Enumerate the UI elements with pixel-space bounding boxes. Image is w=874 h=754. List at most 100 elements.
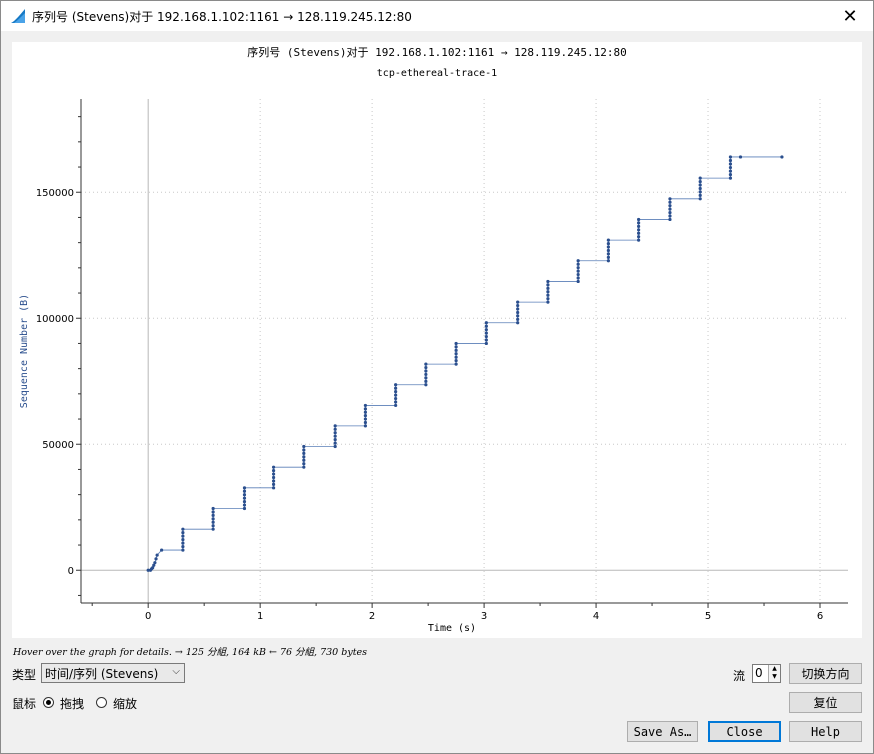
data-point — [606, 255, 610, 259]
drag-radio-label[interactable]: 拖拽 — [60, 697, 85, 711]
data-point — [154, 557, 158, 561]
chart-title: 序列号 (Stevens)对于 192.168.1.102:1161 → 128… — [247, 45, 627, 59]
data-point — [424, 383, 428, 387]
data-point — [546, 290, 550, 294]
data-point — [181, 548, 185, 552]
data-point — [516, 314, 520, 318]
data-point — [394, 383, 398, 387]
data-point — [242, 503, 247, 507]
data-point — [271, 479, 276, 483]
zoom-radio[interactable] — [96, 697, 107, 708]
data-point — [394, 393, 398, 397]
data-series — [146, 155, 784, 572]
data-point — [454, 359, 458, 363]
hover-hint: Hover over the graph for details. → 125 … — [13, 647, 368, 658]
data-point — [576, 269, 580, 273]
x-tick-label: 6 — [817, 611, 823, 622]
data-point — [576, 276, 580, 280]
data-point — [606, 259, 610, 263]
x-tick-label: 3 — [481, 611, 487, 622]
zoom-radio-label[interactable]: 缩放 — [113, 697, 138, 711]
data-point — [363, 420, 368, 425]
data-point — [606, 245, 610, 249]
data-point — [454, 362, 458, 366]
data-point — [516, 310, 520, 315]
x-tick-label: 2 — [369, 611, 375, 622]
drag-radio[interactable] — [43, 697, 54, 708]
data-point — [728, 158, 733, 163]
data-point — [242, 496, 247, 500]
data-point — [424, 369, 428, 373]
graph-type-value: 时间/序列 (Stevens) — [45, 666, 159, 681]
close-window-icon[interactable]: ✕ — [842, 5, 858, 27]
data-point — [637, 235, 641, 239]
spin-arrows[interactable]: ▲ ▼ — [768, 665, 780, 682]
data-point — [424, 379, 428, 383]
mouse-label: 鼠标 — [12, 697, 37, 711]
y-tick-label: 0 — [68, 566, 74, 577]
data-point — [576, 262, 580, 266]
data-point — [363, 414, 368, 418]
switch-direction-button[interactable]: 切换方向 — [789, 663, 862, 684]
data-point — [668, 207, 672, 211]
data-point — [484, 334, 488, 339]
title-bar: 序列号 (Stevens)对于 192.168.1.102:1161 → 128… — [1, 1, 873, 31]
data-point — [302, 455, 306, 459]
chevron-down-icon: ⌵ — [172, 666, 180, 677]
data-point — [151, 566, 155, 570]
data-point — [484, 321, 488, 325]
data-point — [394, 396, 398, 401]
close-button[interactable]: Close — [708, 721, 781, 742]
data-point — [576, 266, 580, 270]
y-tick-label: 50000 — [42, 440, 74, 451]
data-point — [302, 451, 306, 455]
sequence-chart[interactable]: 序列号 (Stevens)对于 192.168.1.102:1161 → 128… — [12, 42, 862, 638]
data-point — [698, 190, 702, 194]
data-point — [668, 210, 672, 215]
data-point — [363, 403, 368, 408]
data-point — [516, 307, 520, 311]
data-point — [211, 517, 215, 521]
data-point — [181, 538, 185, 542]
data-point — [546, 293, 550, 297]
spin-up-icon[interactable]: ▲ — [772, 665, 777, 672]
data-point — [637, 224, 641, 228]
data-point — [484, 328, 488, 332]
data-point — [271, 465, 276, 469]
plot-area[interactable]: 序列号 (Stevens)对于 192.168.1.102:1161 → 128… — [12, 42, 862, 638]
data-point — [333, 441, 337, 445]
data-point — [333, 427, 337, 431]
data-point — [668, 217, 672, 222]
data-point — [424, 372, 428, 377]
x-tick-label: 0 — [145, 611, 151, 622]
data-point — [302, 444, 306, 449]
reset-button[interactable]: 复位 — [789, 692, 862, 713]
x-tick-label: 5 — [705, 611, 711, 622]
y-axis-label: Sequence Number (B) — [19, 294, 30, 408]
data-point — [698, 193, 702, 197]
data-point — [516, 317, 520, 321]
data-point — [333, 424, 337, 428]
data-point — [698, 179, 702, 184]
data-point — [394, 403, 398, 408]
data-point — [333, 431, 337, 435]
data-point — [181, 544, 185, 549]
save-as-button[interactable]: Save As… — [627, 721, 698, 742]
data-point — [576, 272, 580, 277]
data-point — [546, 300, 550, 304]
data-point — [146, 568, 150, 572]
stream-spinbox[interactable]: 0 ▲ ▼ — [752, 664, 781, 683]
data-point — [181, 531, 185, 535]
data-point — [424, 376, 428, 380]
spin-down-icon[interactable]: ▼ — [772, 673, 777, 680]
data-point — [606, 252, 610, 256]
data-point — [211, 524, 215, 528]
help-button[interactable]: Help — [789, 721, 862, 742]
data-point — [271, 482, 276, 486]
data-point — [728, 155, 733, 159]
data-point — [668, 204, 672, 208]
data-point — [242, 493, 247, 497]
data-point — [728, 173, 733, 177]
data-point — [637, 221, 641, 225]
graph-type-select[interactable]: 时间/序列 (Stevens) ⌵ — [41, 663, 185, 683]
